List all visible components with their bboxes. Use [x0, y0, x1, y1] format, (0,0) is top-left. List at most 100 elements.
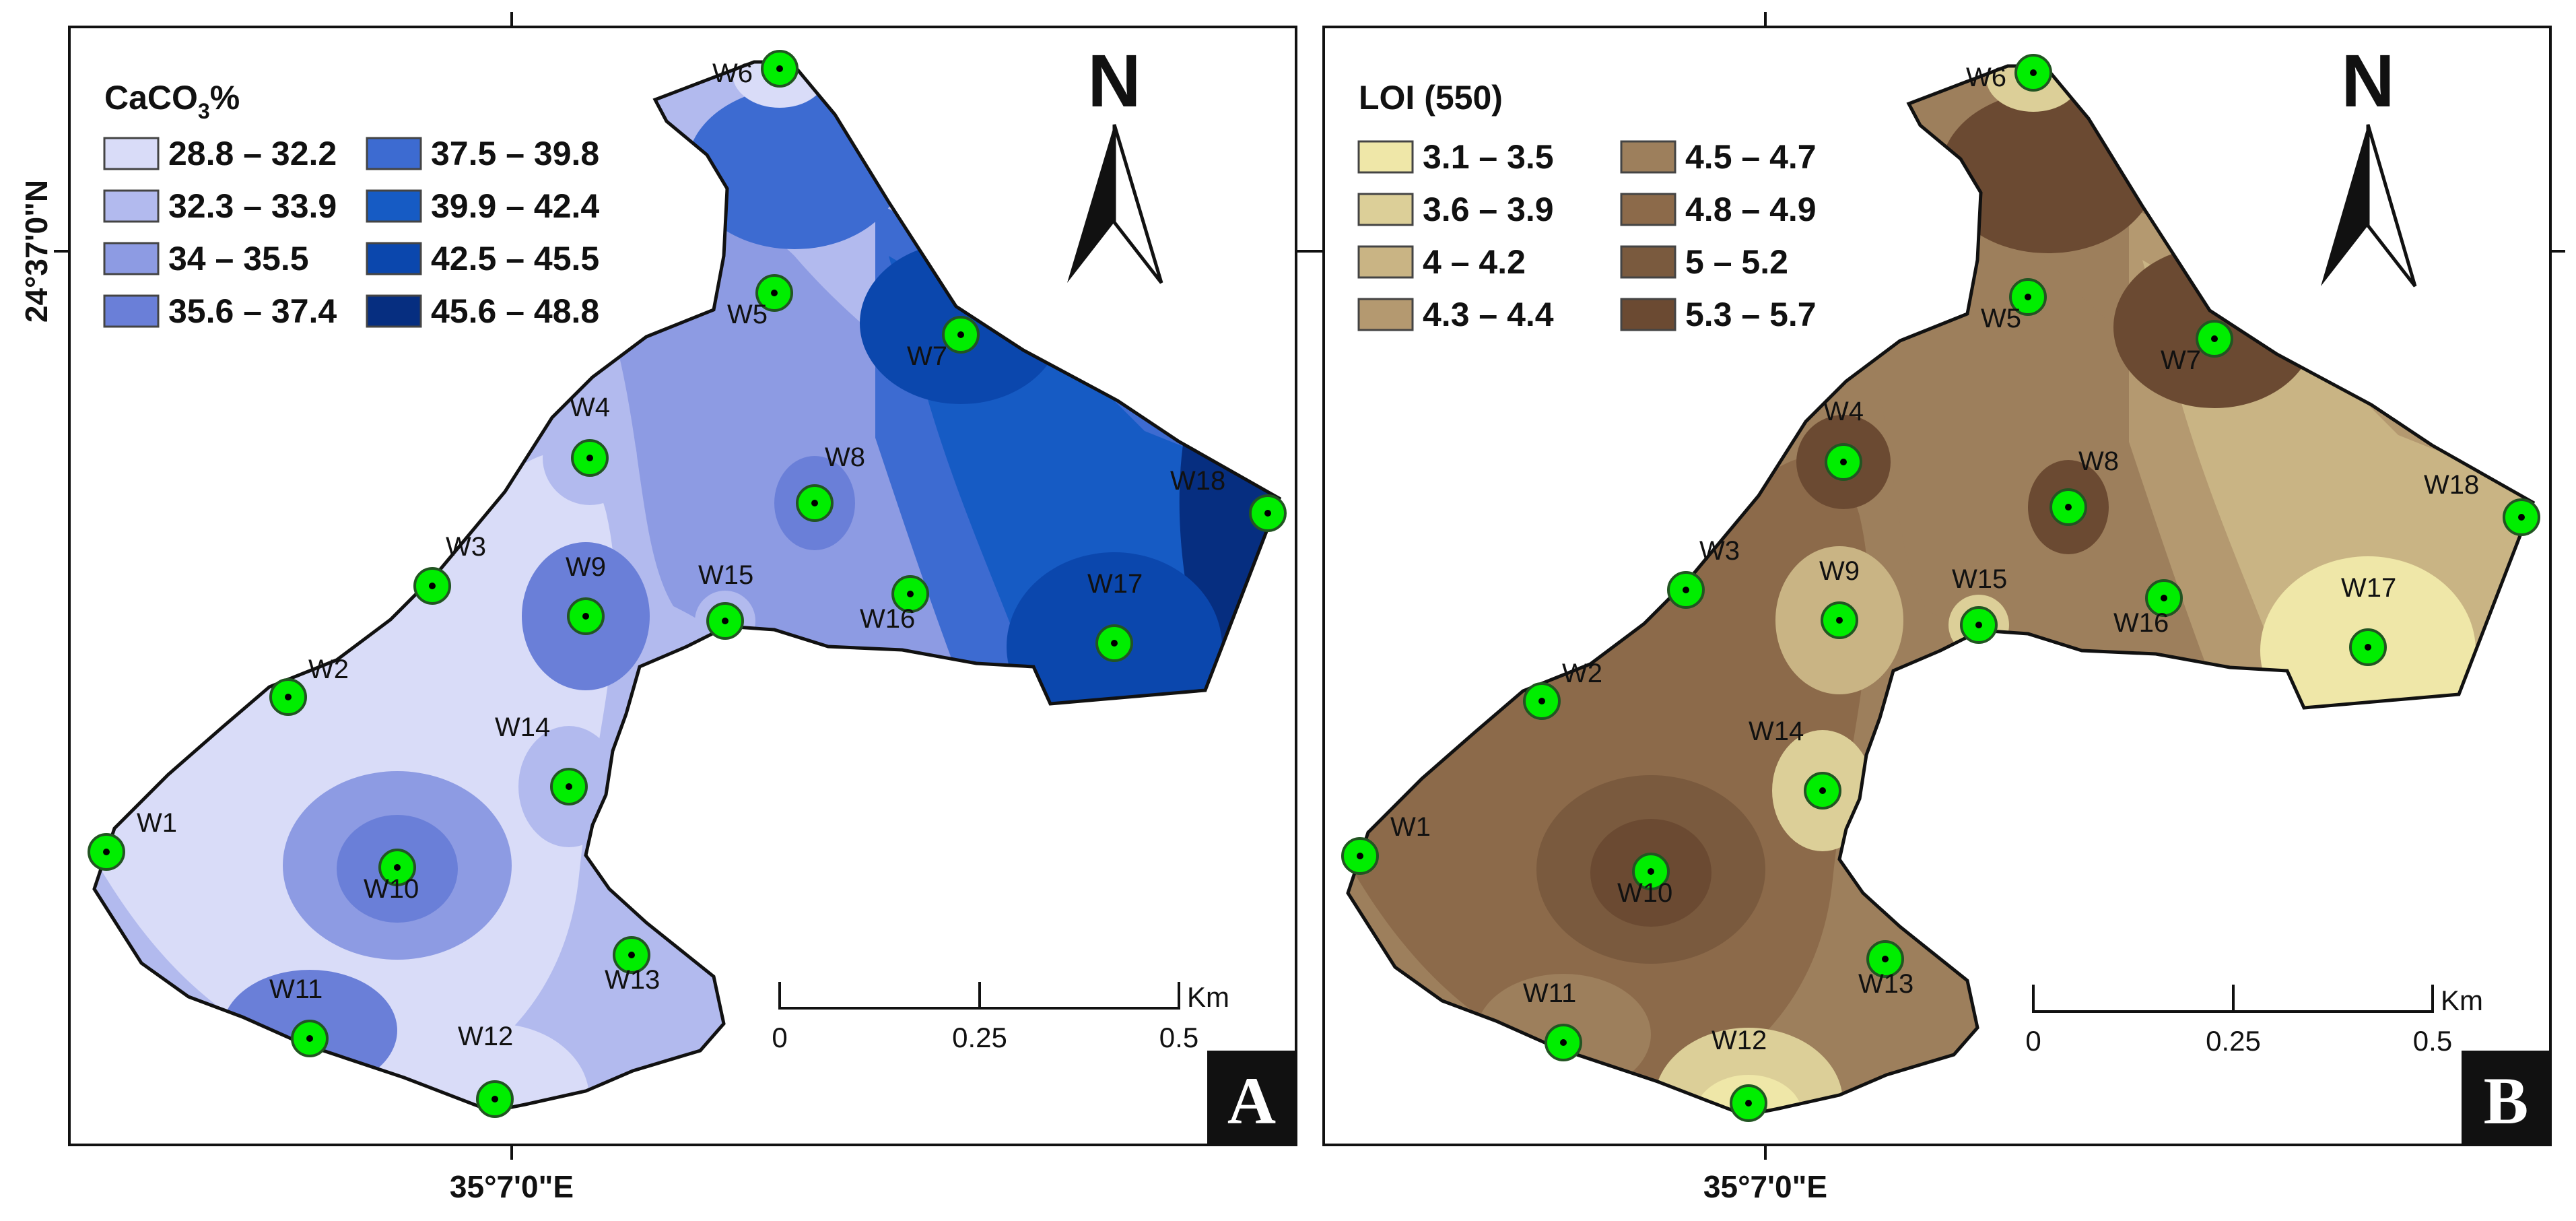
- well-label-b-4: W4: [1823, 397, 1864, 426]
- legend-a-title: CaCO3%: [104, 79, 240, 123]
- well-label-b-8: W8: [2078, 447, 2119, 476]
- well-marker-b-3[interactable]: [1667, 571, 1705, 609]
- well-marker-b-15[interactable]: [1960, 606, 1998, 644]
- panel-letter-b: B: [2462, 1051, 2550, 1145]
- well-label-a-11: W11: [269, 975, 323, 1004]
- well-label-b-10: W10: [1617, 878, 1672, 908]
- legend-label-a-5: 39.9 – 42.4: [431, 187, 599, 225]
- lon-label-b: 35°7'0"E: [1703, 1169, 1827, 1204]
- well-label-a-4: W4: [570, 393, 610, 422]
- legend-label-a-3: 35.6 – 37.4: [168, 292, 337, 330]
- legend-swatch-b-3: [1357, 298, 1414, 331]
- well-marker-a-15[interactable]: [706, 602, 744, 640]
- well-marker-a-18[interactable]: [1249, 494, 1287, 532]
- north-label-a: N: [1087, 40, 1141, 123]
- scale-unit-b: Km: [2441, 985, 2483, 1016]
- north-label-b: N: [2341, 40, 2394, 123]
- scale-tick-a-0: 0: [772, 1022, 787, 1053]
- well-marker-a-2[interactable]: [269, 678, 307, 716]
- legend-b: LOI (550) 3.1 – 3.5 3.6 – 3.9 4 – 4.2 4.3 –…: [1357, 79, 1817, 333]
- legend-swatch-b-7: [1620, 298, 1676, 331]
- well-label-b-13: W13: [1858, 969, 1913, 999]
- well-label-a-18: W18: [1170, 466, 1225, 496]
- scale-tick-b-1: 0.25: [2206, 1025, 2261, 1057]
- svg-text:A: A: [1227, 1063, 1276, 1138]
- legend-label-b-3: 4.3 – 4.4: [1423, 296, 1554, 333]
- well-marker-b-14[interactable]: [1804, 772, 1841, 810]
- well-marker-b-11[interactable]: [1545, 1024, 1582, 1061]
- well-marker-b-6[interactable]: [2014, 54, 2052, 92]
- well-marker-b-8[interactable]: [2049, 488, 2087, 526]
- well-marker-b-2[interactable]: [1523, 682, 1561, 720]
- legend-label-a-4: 37.5 – 39.8: [431, 135, 599, 172]
- legend-swatch-a-3: [103, 294, 160, 328]
- well-marker-b-17[interactable]: [2349, 628, 2387, 666]
- well-marker-a-6[interactable]: [761, 50, 799, 88]
- scale-unit-a: Km: [1187, 981, 1229, 1013]
- well-label-a-3: W3: [446, 532, 486, 562]
- well-marker-a-1[interactable]: [88, 833, 125, 871]
- wells-a: W1 W2 W3 W4 W5 W6 W7 W8 W9 W10 W11 W12 W13 W14 W15 W16 W…: [88, 50, 1287, 1118]
- well-label-a-13: W13: [605, 965, 660, 995]
- well-label-b-15: W15: [1952, 564, 2007, 594]
- well-label-a-2: W2: [308, 655, 349, 684]
- well-marker-a-8[interactable]: [796, 484, 834, 522]
- well-label-b-6: W6: [1966, 63, 2006, 92]
- legend-swatch-b-1: [1357, 193, 1414, 226]
- well-marker-b-12[interactable]: [1730, 1084, 1767, 1122]
- legend-swatch-a-2: [103, 242, 160, 275]
- legend-label-a-2: 34 – 35.5: [168, 240, 309, 277]
- zone-a-12: [441, 1071, 549, 1111]
- legend-swatch-a-7: [366, 294, 422, 328]
- well-marker-b-18[interactable]: [2503, 498, 2540, 536]
- north-arrow-b: N: [2321, 40, 2417, 288]
- well-marker-a-3[interactable]: [413, 567, 451, 605]
- well-marker-b-9[interactable]: [1821, 601, 1858, 639]
- well-marker-b-4[interactable]: [1825, 443, 1862, 481]
- well-label-a-9: W9: [566, 552, 606, 582]
- well-label-b-17: W17: [2341, 573, 2396, 603]
- well-marker-a-17[interactable]: [1095, 624, 1133, 662]
- graticule: 35°7'0"E 35°7'0"E 24°37'0"N: [19, 12, 2565, 1204]
- well-label-a-16: W16: [860, 604, 915, 634]
- well-label-a-15: W15: [698, 560, 753, 590]
- legend-swatch-b-2: [1357, 245, 1414, 279]
- panel-letter-a: A: [1207, 1051, 1296, 1145]
- scale-bar-b: 0 0.25 0.5 Km: [2025, 985, 2483, 1057]
- well-marker-a-11[interactable]: [291, 1020, 329, 1057]
- legend-label-b-4: 4.5 – 4.7: [1685, 138, 1817, 176]
- legend-b-title: LOI (550): [1359, 79, 1503, 117]
- well-label-a-17: W17: [1087, 569, 1143, 599]
- well-marker-a-7[interactable]: [942, 316, 980, 354]
- scale-tick-b-0: 0: [2025, 1025, 2041, 1057]
- legend-swatch-a-0: [103, 137, 160, 170]
- well-marker-b-7[interactable]: [2196, 320, 2233, 358]
- scale-tick-a-1: 0.25: [952, 1022, 1007, 1053]
- well-label-b-11: W11: [1523, 979, 1576, 1008]
- legend-label-b-5: 4.8 – 4.9: [1685, 191, 1817, 228]
- well-label-a-6: W6: [712, 59, 753, 88]
- well-label-b-1: W1: [1390, 812, 1431, 842]
- well-label-b-7: W7: [2161, 345, 2201, 375]
- legend-label-b-1: 3.6 – 3.9: [1423, 191, 1554, 228]
- legend-a: CaCO3% 28.8 – 32.2 32.3 – 33.9 34 – 35.5 35…: [103, 79, 599, 330]
- well-label-a-10: W10: [364, 874, 419, 904]
- legend-label-b-0: 3.1 – 3.5: [1423, 138, 1554, 176]
- legend-label-b-2: 4 – 4.2: [1423, 243, 1526, 281]
- well-label-b-14: W14: [1749, 717, 1804, 746]
- well-label-b-2: W2: [1562, 659, 1602, 688]
- well-marker-a-9[interactable]: [567, 597, 605, 635]
- legend-swatch-a-5: [366, 189, 422, 223]
- well-marker-b-1[interactable]: [1341, 837, 1379, 875]
- well-label-b-16: W16: [2113, 608, 2169, 638]
- legend-label-a-7: 45.6 – 48.8: [431, 292, 599, 330]
- well-label-a-14: W14: [495, 713, 550, 742]
- lon-label-a: 35°7'0"E: [450, 1169, 574, 1204]
- north-arrow-a: N: [1067, 40, 1163, 284]
- well-marker-a-14[interactable]: [550, 768, 588, 805]
- well-marker-a-4[interactable]: [571, 439, 609, 477]
- well-label-a-1: W1: [137, 808, 177, 838]
- well-marker-a-12[interactable]: [476, 1080, 514, 1118]
- legend-swatch-b-0: [1357, 140, 1414, 174]
